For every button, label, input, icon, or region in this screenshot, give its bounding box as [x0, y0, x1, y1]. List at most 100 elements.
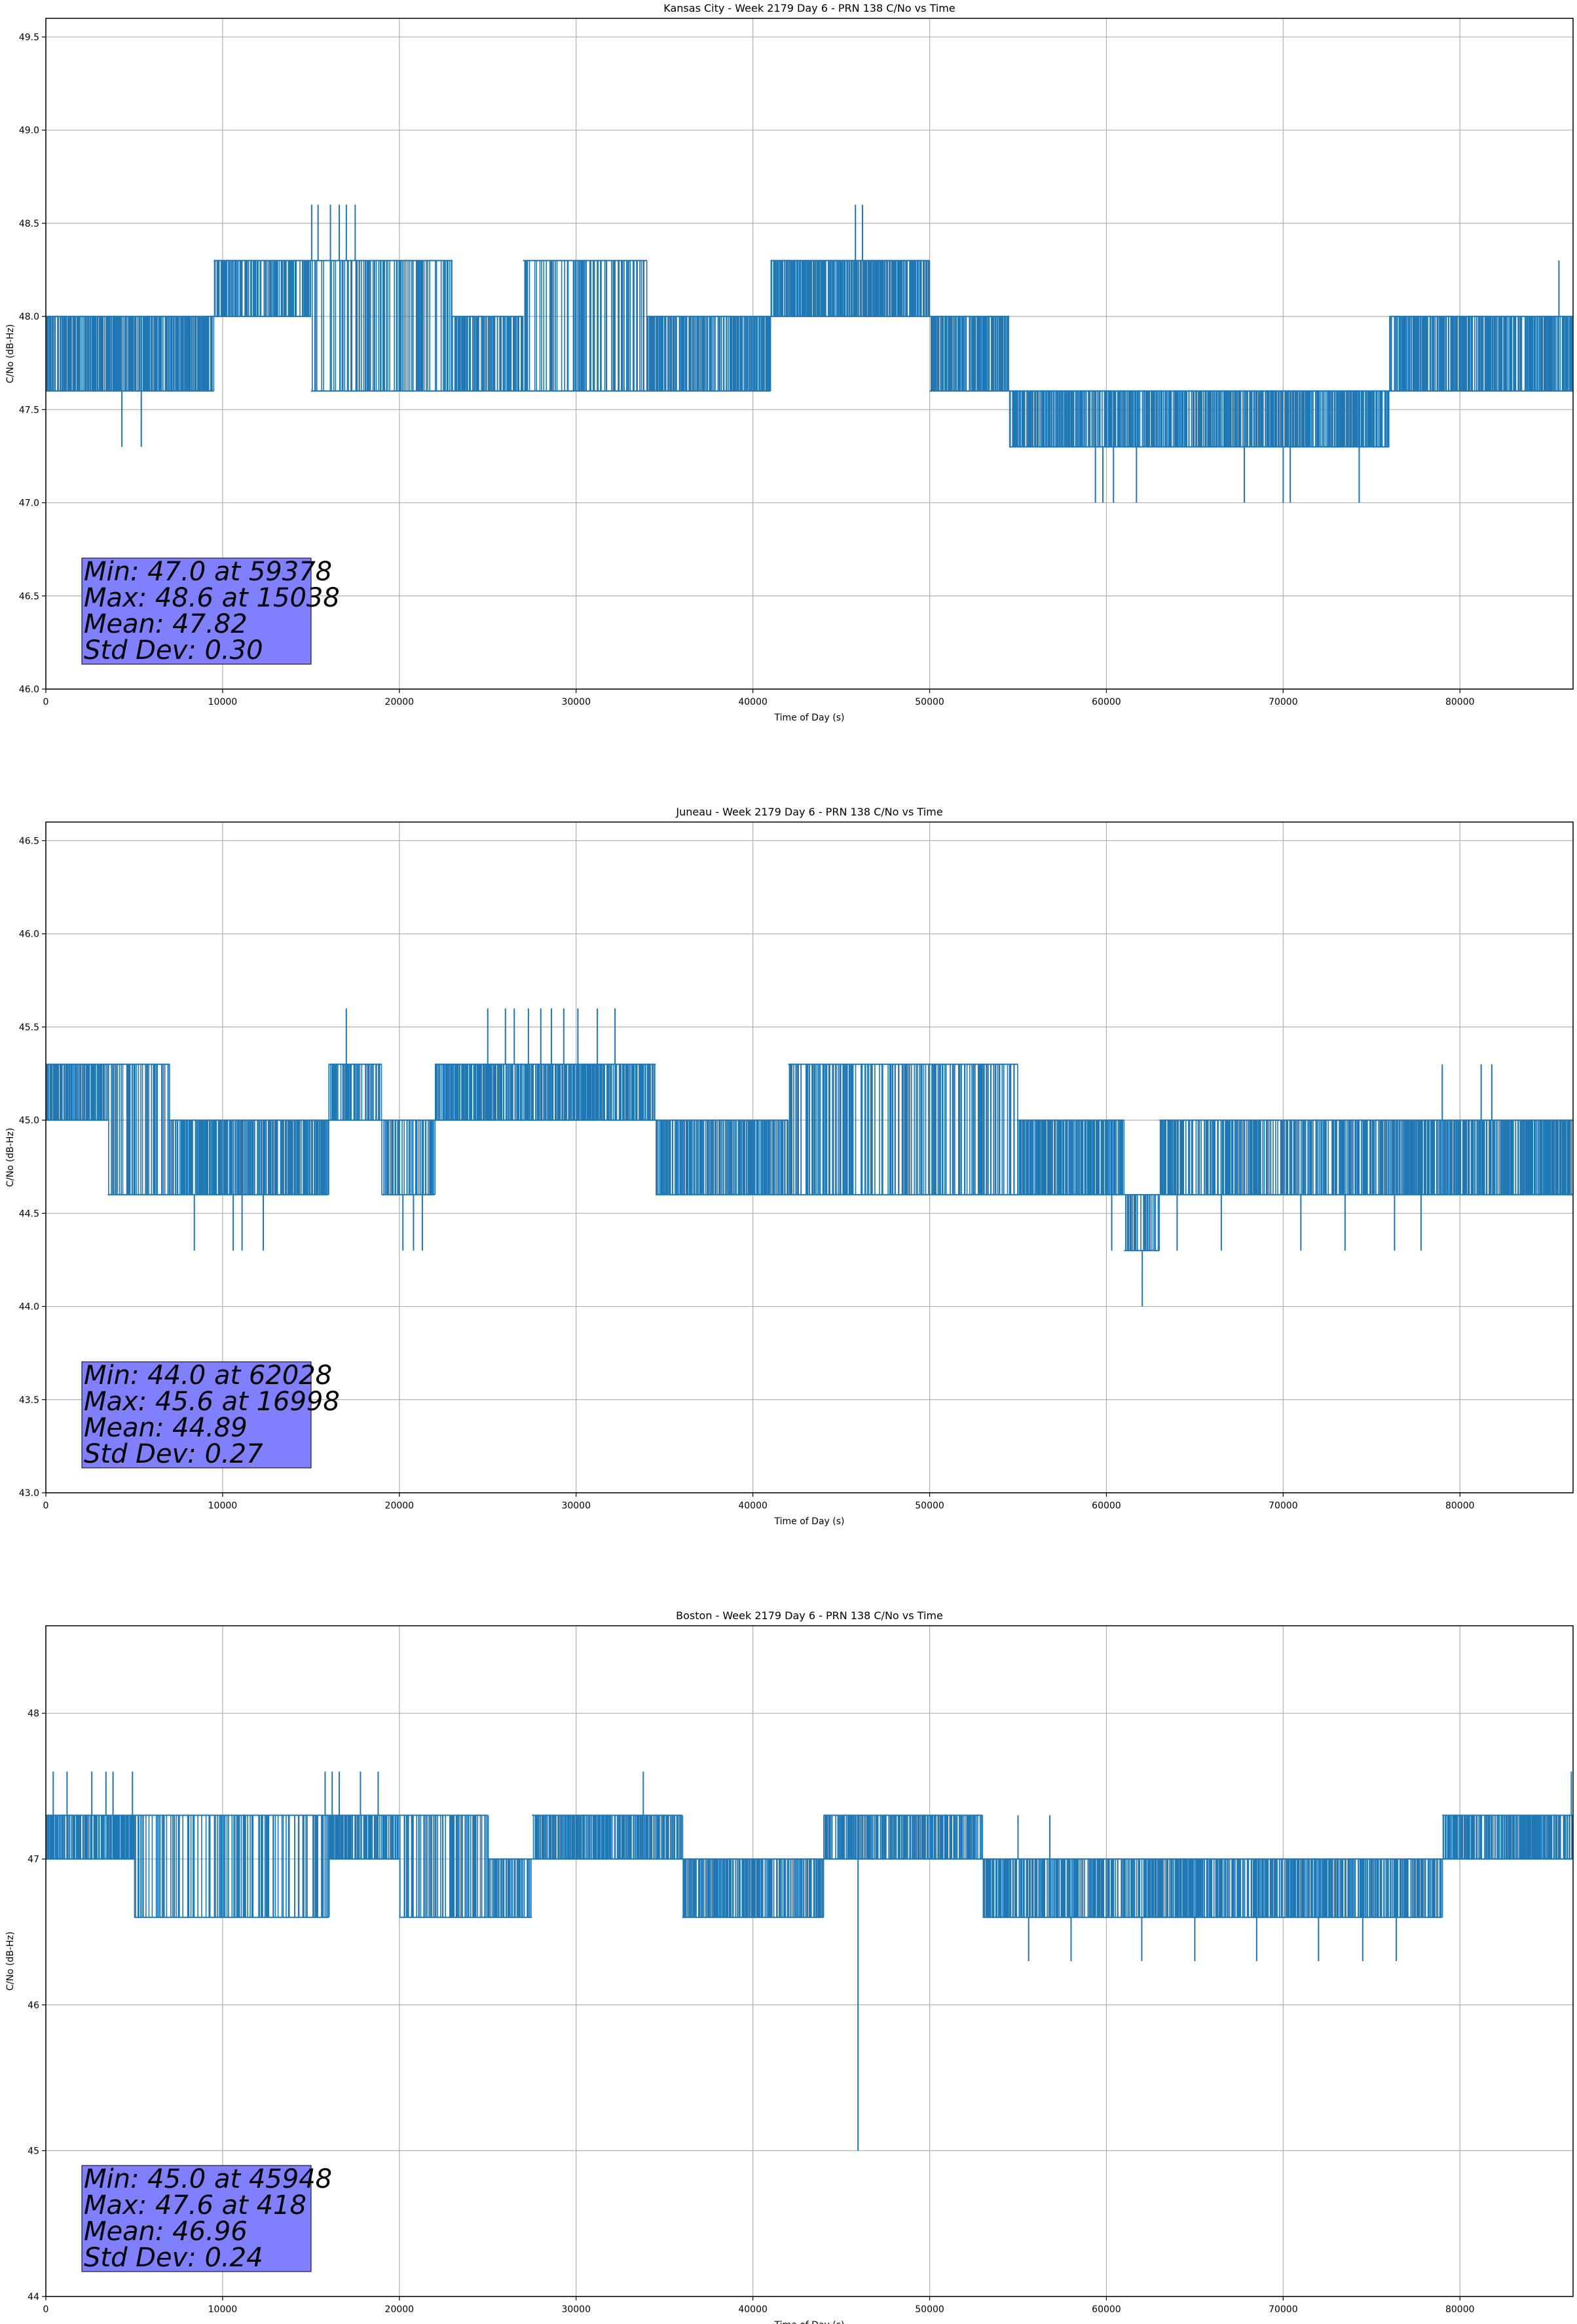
series-transitions	[329, 1815, 401, 1860]
series-transitions	[1389, 316, 1573, 391]
series-transitions	[1009, 390, 1390, 447]
series-transitions	[682, 1859, 825, 1918]
series-transitions	[1159, 1120, 1390, 1195]
x-tick-label: 40000	[738, 697, 768, 707]
stats-box	[81, 557, 312, 665]
x-tick-label: 0	[43, 1501, 49, 1511]
x-tick-label: 60000	[1092, 1501, 1121, 1511]
x-tick-label: 60000	[1092, 697, 1121, 707]
x-tick-label: 40000	[738, 1501, 768, 1511]
series-transitions	[1017, 1120, 1125, 1195]
y-tick-label: 48.0	[19, 312, 39, 322]
stats-line: Max: 48.6 at 15038	[84, 583, 340, 613]
series-transitions	[656, 1120, 789, 1195]
y-tick-label: 45.0	[19, 1115, 39, 1126]
axes-frame	[45, 18, 1574, 690]
y-tick-label: 43.0	[19, 1488, 39, 1499]
x-tick-label: 20000	[385, 1501, 415, 1511]
series-transitions	[1442, 1815, 1573, 1860]
y-tick-label: 48	[28, 1709, 39, 1719]
y-axis-label: C/No (dB-Hz)	[5, 1932, 16, 1991]
x-tick-label: 80000	[1445, 2304, 1475, 2315]
x-tick-label: 70000	[1269, 1501, 1298, 1511]
x-tick-label: 70000	[1269, 697, 1298, 707]
x-tick-label: 20000	[385, 2304, 415, 2315]
series-transitions	[524, 260, 648, 391]
y-tick-label: 48.5	[19, 219, 39, 229]
series-transitions	[328, 1064, 382, 1121]
axes-frame	[45, 1625, 1574, 2297]
series-transitions	[982, 1859, 1443, 1918]
stats-line: Min: 45.0 at 45948	[84, 2164, 332, 2194]
series-transitions	[788, 1064, 1018, 1195]
x-tick-label: 50000	[915, 1501, 944, 1511]
x-axis-label: Time of Day (s)	[774, 1516, 845, 1527]
series-transitions	[435, 1064, 656, 1121]
stats-box	[81, 2165, 312, 2272]
x-tick-label: 40000	[738, 2304, 768, 2315]
y-tick-label: 45	[28, 2146, 39, 2156]
chart-1: Juneau - Week 2179 Day 6 - PRN 138 C/No …	[5, 806, 1574, 1527]
stats-line: Std Dev: 0.27	[84, 1439, 263, 1469]
x-tick-label: 80000	[1445, 1501, 1475, 1511]
x-tick-label: 10000	[208, 697, 238, 707]
y-tick-label: 45.5	[19, 1022, 39, 1033]
series-line	[46, 1771, 1573, 2151]
x-tick-label: 30000	[561, 697, 591, 707]
y-tick-label: 44	[28, 2292, 39, 2302]
series-transitions	[399, 1815, 489, 1918]
x-tick-label: 50000	[915, 2304, 944, 2315]
x-tick-label: 60000	[1092, 2304, 1121, 2315]
stats-line: Min: 44.0 at 62028	[84, 1360, 332, 1391]
y-tick-label: 47.0	[19, 498, 39, 509]
stats-line: Max: 45.6 at 16998	[84, 1387, 340, 1417]
series-transitions	[1389, 1120, 1573, 1195]
x-axis-label: Time of Day (s)	[774, 713, 845, 723]
chart-title: Juneau - Week 2179 Day 6 - PRN 138 C/No …	[675, 806, 942, 818]
axes-frame	[45, 821, 1574, 1493]
x-tick-label: 0	[43, 2304, 49, 2315]
x-tick-label: 50000	[915, 697, 944, 707]
x-tick-label: 70000	[1269, 2304, 1298, 2315]
series-transitions	[823, 1815, 983, 1860]
series-transitions	[647, 316, 771, 391]
chart-title: Kansas City - Week 2179 Day 6 - PRN 138 …	[663, 2, 955, 14]
series-transitions	[46, 316, 215, 391]
series-transitions	[488, 1859, 532, 1918]
series-transitions	[770, 260, 931, 317]
y-tick-label: 46.5	[19, 591, 39, 602]
y-axis-label: C/No (dB-Hz)	[5, 324, 16, 383]
x-tick-label: 20000	[385, 697, 415, 707]
series-line	[46, 204, 1573, 503]
stats-line: Max: 47.6 at 418	[84, 2190, 306, 2221]
series-transitions	[46, 1064, 108, 1121]
series-transitions	[108, 1064, 170, 1195]
y-tick-label: 44.0	[19, 1302, 39, 1313]
y-tick-label: 47.5	[19, 405, 39, 415]
chart-0: Kansas City - Week 2179 Day 6 - PRN 138 …	[5, 2, 1574, 723]
stats-line: Std Dev: 0.30	[84, 635, 263, 665]
stats-line: Mean: 44.89	[84, 1413, 248, 1443]
series-line	[46, 1008, 1573, 1307]
y-tick-label: 46.5	[19, 836, 39, 846]
series-transitions	[213, 260, 311, 317]
y-tick-label: 49.5	[19, 32, 39, 43]
stats-box	[81, 1361, 312, 1469]
x-tick-label: 10000	[208, 2304, 238, 2315]
series-transitions	[381, 1120, 436, 1195]
x-tick-label: 30000	[561, 2304, 591, 2315]
y-tick-label: 44.5	[19, 1209, 39, 1219]
y-tick-label: 46	[28, 2000, 39, 2011]
y-tick-label: 49.0	[19, 126, 39, 136]
series-transitions	[931, 316, 1009, 391]
y-tick-label: 43.5	[19, 1395, 39, 1406]
x-tick-label: 80000	[1445, 697, 1475, 707]
stats-line: Mean: 46.96	[84, 2217, 248, 2247]
y-tick-label: 46.0	[19, 929, 39, 940]
stats-line: Std Dev: 0.24	[84, 2243, 263, 2273]
series-transitions	[532, 1815, 684, 1860]
stats-line: Mean: 47.82	[84, 609, 248, 639]
series-transitions	[452, 316, 524, 391]
y-axis-label: C/No (dB-Hz)	[5, 1128, 16, 1187]
